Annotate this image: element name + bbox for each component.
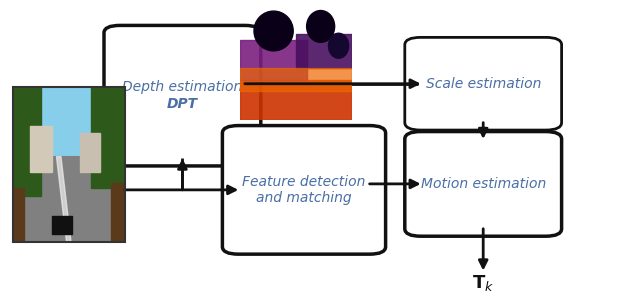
Text: and matching: and matching (256, 191, 352, 205)
FancyBboxPatch shape (404, 37, 562, 130)
Text: $\mathbf{T}_{k}$: $\mathbf{T}_{k}$ (472, 273, 494, 292)
Text: DPT: DPT (167, 97, 198, 111)
Text: Feature detection: Feature detection (243, 175, 365, 189)
FancyBboxPatch shape (104, 25, 261, 166)
FancyBboxPatch shape (404, 132, 562, 236)
Text: Motion estimation: Motion estimation (420, 177, 546, 191)
Text: Depth estimation: Depth estimation (122, 80, 243, 94)
Text: Scale estimation: Scale estimation (426, 77, 541, 91)
FancyBboxPatch shape (223, 126, 385, 254)
